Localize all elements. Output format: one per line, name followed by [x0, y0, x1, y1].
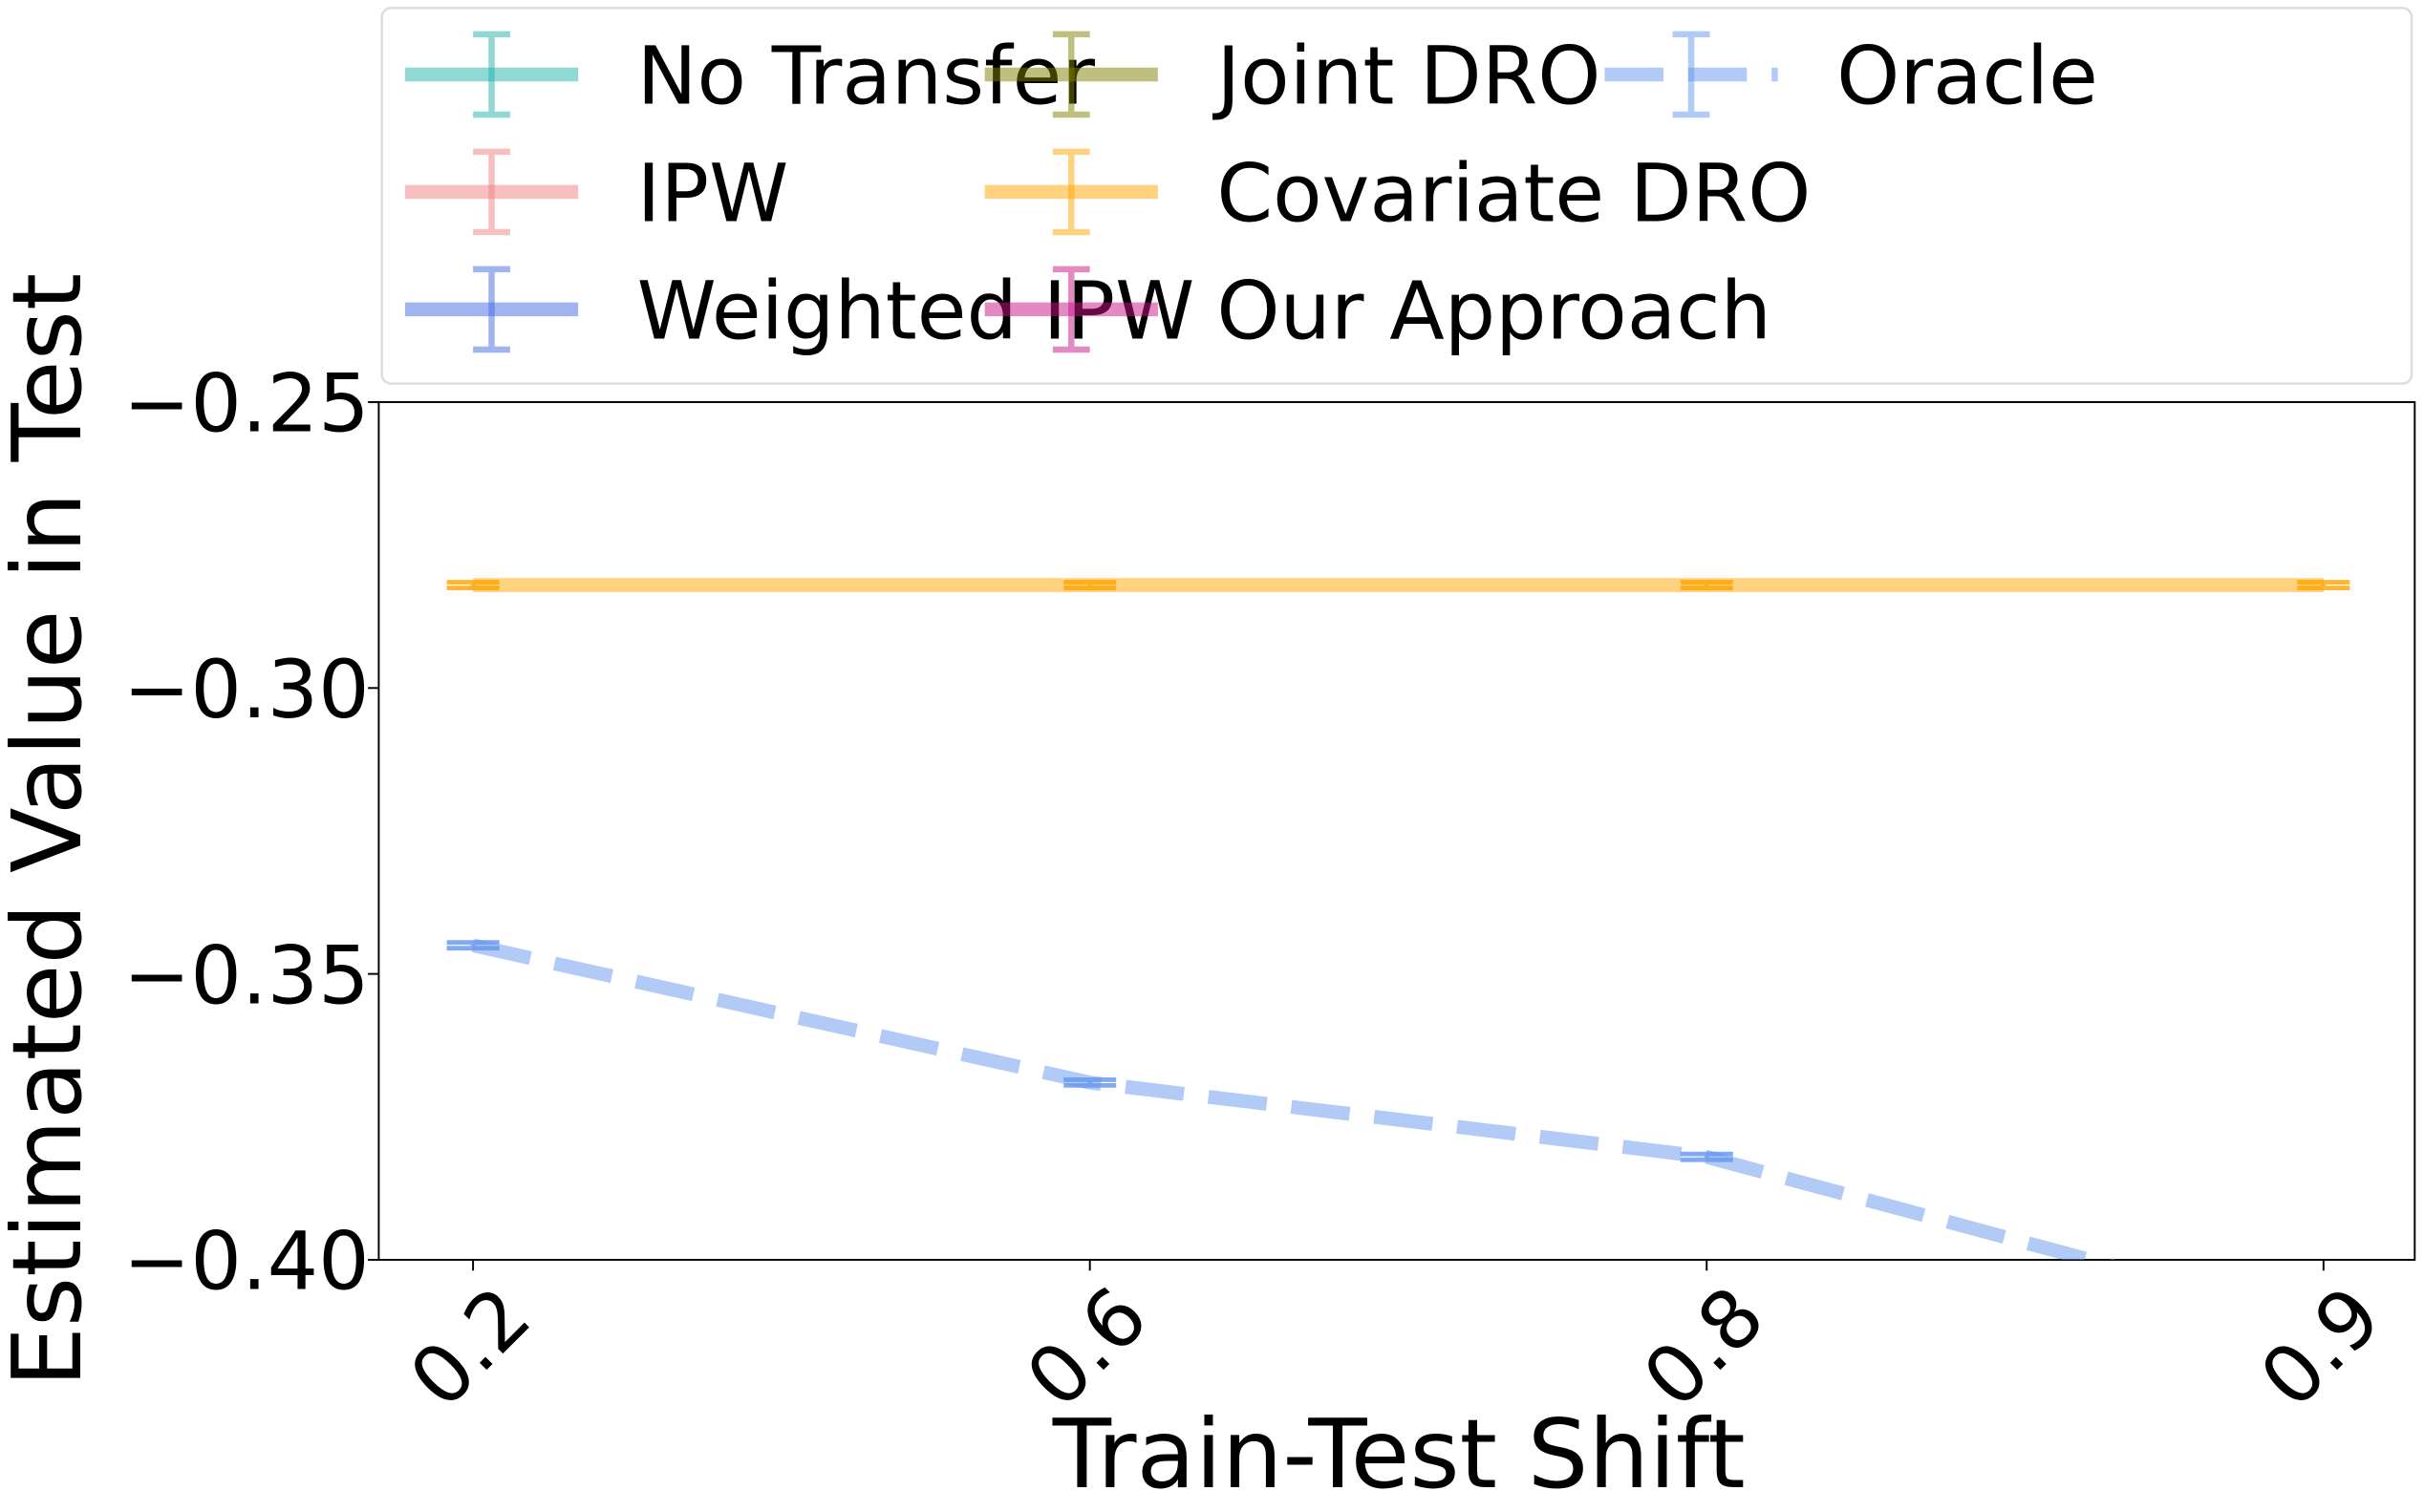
error-bar: [446, 940, 500, 951]
x-tick-label: 0.9: [2242, 1269, 2399, 1426]
legend-box: [380, 7, 2413, 385]
error-bar: [1680, 580, 1733, 590]
legend-label: IPW: [637, 147, 789, 241]
error-bar: [1680, 1151, 1733, 1162]
legend-errorbar: [1052, 31, 1090, 118]
legend-label: Covariate DRO: [1216, 147, 1811, 241]
legend-errorbar: [473, 148, 510, 236]
legend-errorbar: [473, 31, 510, 118]
error-bar: [2297, 580, 2350, 590]
series-line: [471, 938, 2116, 1260]
legend-errorbar: [473, 266, 510, 353]
legend-label: Oracle: [1836, 30, 2098, 123]
plot-area: [446, 578, 2350, 1260]
y-tick-label: −0.30: [123, 643, 370, 736]
plot-frame: [377, 401, 2416, 1261]
x-axis-label: Train-Test Shift: [1052, 1398, 1746, 1510]
error-bar: [1063, 1076, 1117, 1088]
y-axis-label: Estimated Value in Test: [0, 273, 103, 1388]
y-tick-label: −0.40: [123, 1215, 370, 1309]
legend-label: Our Approach: [1216, 265, 1771, 358]
legend-errorbar: [1672, 31, 1710, 118]
legend-label: Joint DRO: [1212, 30, 1600, 123]
legend-errorbar: [1052, 148, 1090, 236]
legend-errorbar: [1052, 266, 1090, 353]
error-bar: [1063, 580, 1117, 590]
y-tick-label: −0.25: [123, 357, 370, 451]
y-tick-label: −0.35: [123, 928, 370, 1022]
x-tick-label: 0.2: [392, 1269, 548, 1426]
error-bar: [446, 580, 500, 590]
